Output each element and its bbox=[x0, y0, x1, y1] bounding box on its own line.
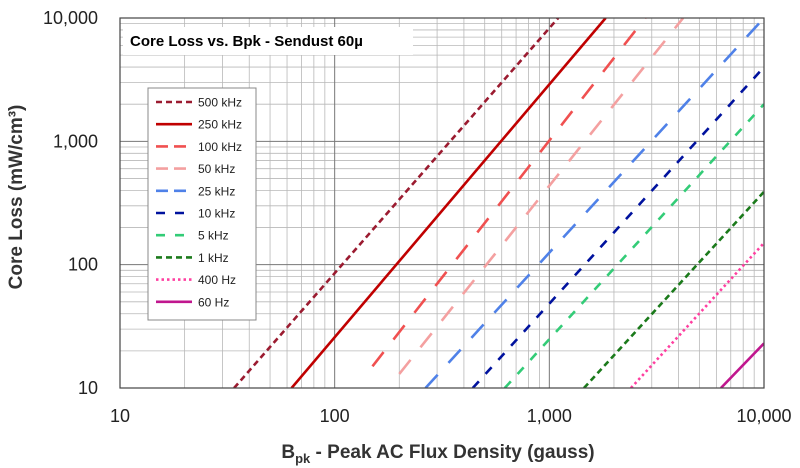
chart-title-box: Core Loss vs. Bpk - Sendust 60µ bbox=[123, 27, 413, 55]
legend-label: 500 kHz bbox=[198, 96, 242, 110]
series-lines bbox=[233, 18, 764, 388]
legend-box bbox=[147, 87, 257, 321]
chart-title: Core Loss vs. Bpk - Sendust 60µ bbox=[130, 33, 363, 50]
x-tick-label: 100 bbox=[320, 406, 350, 426]
y-tick-labels: 10 100 1,000 10,000 bbox=[43, 8, 98, 398]
legend-label: 400 Hz bbox=[198, 273, 236, 287]
x-axis-label: Bpk - Peak AC Flux Density (gauss) bbox=[281, 442, 594, 466]
title-background bbox=[123, 27, 413, 55]
legend-label: 60 Hz bbox=[198, 295, 229, 309]
x-tick-label: 10,000 bbox=[736, 406, 791, 426]
legend-label: 100 kHz bbox=[198, 140, 242, 154]
plot-frame bbox=[119, 17, 765, 389]
series-line bbox=[471, 66, 764, 388]
y-tick-label: 100 bbox=[68, 255, 98, 275]
legend: 500 kHz 250 kHz 100 kHz 50 kHz 25 kHz 10 kHz 5… bbox=[147, 87, 257, 321]
x-tick-labels: 10 100 1,000 10,000 bbox=[110, 406, 792, 426]
series-line bbox=[719, 342, 764, 388]
series-line bbox=[233, 18, 560, 388]
y-tick-label: 1,000 bbox=[53, 131, 98, 151]
legend-label: 10 kHz bbox=[198, 207, 235, 221]
y-axis-label: Core Loss (mW/cm³) bbox=[6, 105, 27, 290]
series-line bbox=[371, 18, 647, 368]
y-tick-label: 10,000 bbox=[43, 8, 98, 28]
legend-label: 50 kHz bbox=[198, 162, 235, 176]
x-tick-label: 1,000 bbox=[527, 406, 572, 426]
legend-label: 250 kHz bbox=[198, 118, 242, 132]
series-line bbox=[583, 190, 764, 388]
x-tick-label: 10 bbox=[110, 406, 130, 426]
series-line bbox=[424, 18, 764, 388]
legend-label: 25 kHz bbox=[198, 184, 235, 198]
series-line bbox=[503, 103, 764, 388]
series-line bbox=[290, 18, 607, 388]
y-tick-label: 10 bbox=[78, 378, 98, 398]
legend-label: 5 kHz bbox=[198, 229, 229, 243]
series-line bbox=[398, 18, 685, 375]
legend-label: 1 kHz bbox=[198, 251, 229, 265]
